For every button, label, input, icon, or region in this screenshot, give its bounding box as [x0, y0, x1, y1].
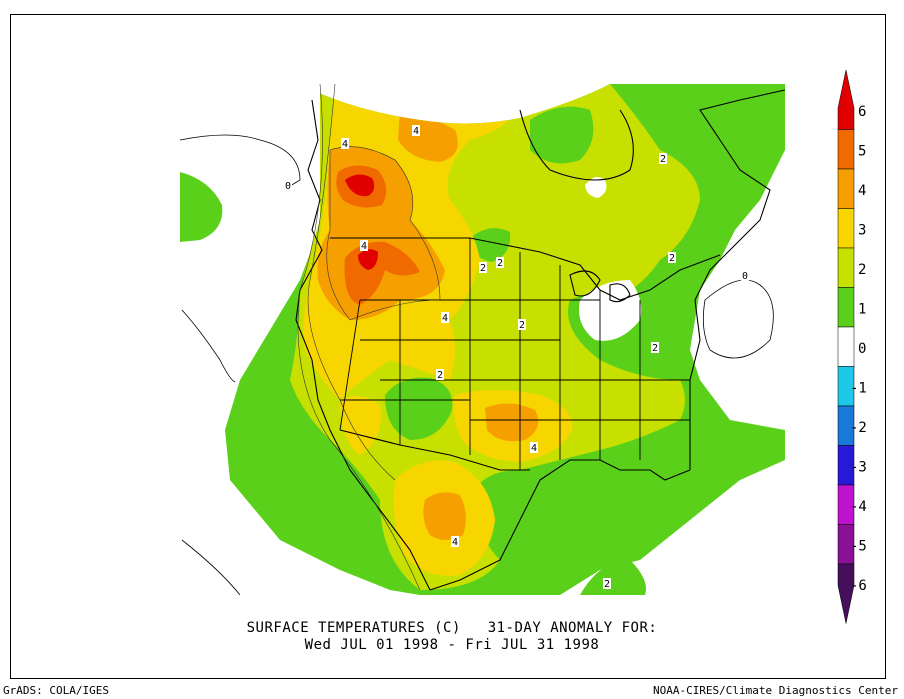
contour-label-text: 4	[413, 126, 419, 137]
contour-label-text: 4	[531, 443, 537, 454]
hudson-bay	[519, 109, 634, 181]
colorbar-tick-label: -1	[850, 381, 867, 397]
colorbar-tick-label: 1	[858, 302, 866, 318]
colorbar-swatch	[837, 326, 855, 367]
colorbar-swatch	[837, 563, 855, 624]
colorbar-swatch	[837, 287, 855, 328]
contour-label: 4	[451, 536, 459, 548]
contour-label: 0	[284, 180, 292, 192]
contour-label: 2	[518, 319, 526, 331]
footer-source-credit: NOAA-CIRES/Climate Diagnostics Center	[652, 684, 898, 697]
contour-label: 2	[479, 262, 487, 274]
color-scale-legend: 6 5 4 3 2 1 0 -1 -2 -3 -4 -5 -6	[837, 69, 867, 624]
field-1-2-pacific-blob	[180, 172, 223, 242]
colorbar-tick-label: 3	[858, 223, 866, 239]
contour-label-text: 4	[342, 139, 348, 150]
contour-label: 2	[651, 342, 659, 354]
zero-contour-baja	[181, 539, 241, 596]
contour-label: 4	[412, 125, 420, 137]
contour-label-text: 2	[604, 579, 610, 590]
contour-line-4	[326, 146, 441, 321]
field-near-zero-hudson	[585, 176, 607, 198]
contour-label: 4	[360, 240, 368, 252]
contour-label: 4	[441, 312, 449, 324]
contour-label: 2	[436, 369, 444, 381]
contour-label: 2	[603, 578, 611, 590]
field-6-bc	[345, 174, 375, 197]
colorbar-swatch	[837, 129, 855, 170]
contour-label-text: 4	[361, 241, 367, 252]
contour-label-text: 2	[652, 343, 658, 354]
contour-line-3	[307, 83, 396, 481]
coastline-gulf	[429, 459, 691, 591]
map-date-range: Wed JUL 01 1998 - Fri JUL 31 1998	[304, 637, 600, 653]
colorbar-swatch	[837, 247, 855, 288]
contour-line-2	[297, 83, 421, 591]
colorbar-tick-label: -4	[850, 499, 867, 515]
contour-label-text: 0	[285, 181, 291, 192]
colorbar-tick-label: -3	[850, 460, 867, 476]
field-1-2-colorado	[385, 377, 453, 440]
colorbar-tick-label: -5	[850, 539, 867, 555]
contour-label: 4	[341, 138, 349, 150]
colorbar-tick-label: 4	[858, 183, 866, 199]
field-1-2-dakota	[470, 228, 511, 262]
field-1-2-gulf-low	[580, 560, 646, 595]
field-4-5-oklahoma	[485, 403, 539, 442]
field-4-5-north-top	[398, 110, 458, 162]
contour-label-layer: 4 4 0 2 2 4 2 2 2 4 2 4 4 2 0 2	[284, 125, 749, 590]
contour-label-text: 2	[669, 253, 675, 264]
colorbar-tick-label: -6	[850, 578, 867, 594]
zero-contour-pacific	[179, 134, 301, 187]
contour-label: 2	[668, 252, 676, 264]
field-4-5-texas	[423, 492, 466, 540]
contour-label: 2	[496, 257, 504, 269]
contour-label-text: 4	[442, 313, 448, 324]
geographic-boundaries	[295, 89, 786, 591]
field-near-zero-lakes	[579, 280, 642, 341]
colorbar-tick-label: 6	[858, 104, 866, 120]
contour-label: 2	[659, 153, 667, 165]
colorbar-tick-label: -2	[850, 420, 867, 436]
contour-label-text: 4	[452, 537, 458, 548]
contour-label-text: 0	[742, 271, 748, 282]
field-6-idaho	[358, 249, 378, 270]
contour-label-text: 2	[437, 370, 443, 381]
contour-label-text: 2	[660, 154, 666, 165]
colorbar-swatch	[837, 69, 855, 130]
contour-label-text: 2	[480, 263, 486, 274]
contour-label-text: 2	[519, 320, 525, 331]
border-us-mexico	[339, 429, 530, 471]
temperature-field	[180, 84, 785, 595]
plot-frame	[10, 14, 886, 679]
contour-label: 4	[530, 442, 538, 454]
contour-label: 0	[741, 270, 749, 282]
field-1-2-hudson-bay	[530, 106, 594, 164]
colorbar-tick-label: 0	[858, 341, 866, 357]
footer-software-credit: GrADS: COLA/IGES	[3, 684, 109, 697]
contour-label-text: 2	[497, 258, 503, 269]
coastline-east	[689, 89, 786, 470]
colorbar-tick-label: 2	[858, 262, 866, 278]
colorbar-swatch	[837, 168, 855, 209]
map-title: SURFACE TEMPERATURES (C) 31-DAY ANOMALY …	[246, 620, 658, 636]
coastline-west	[295, 99, 431, 591]
anomaly-contours	[297, 83, 441, 591]
zero-contour-pacific-south	[181, 309, 236, 383]
field-3-4-southwest	[340, 396, 381, 455]
colorbar-swatch	[837, 208, 855, 249]
great-lakes	[569, 270, 631, 303]
state-lines	[339, 238, 690, 470]
colorbar-tick-label: 5	[858, 144, 866, 160]
